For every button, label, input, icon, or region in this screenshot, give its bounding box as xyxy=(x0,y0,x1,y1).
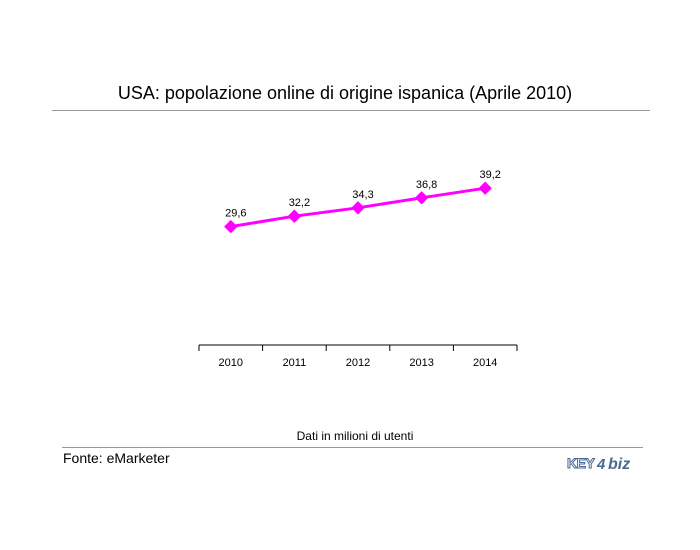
data-label: 39,2 xyxy=(479,169,500,181)
x-tick-label: 2012 xyxy=(346,357,370,369)
data-point-marker xyxy=(351,201,365,215)
svg-text:KEY: KEY xyxy=(567,455,595,471)
svg-text:4: 4 xyxy=(596,456,606,473)
data-point-marker xyxy=(478,181,492,195)
data-point-marker xyxy=(224,219,238,234)
source-label: Fonte: eMarketer xyxy=(63,450,170,466)
x-tick-label: 2013 xyxy=(409,357,433,369)
x-tick-label: 2010 xyxy=(219,357,243,369)
data-point-marker xyxy=(287,209,302,223)
chart-title: USA: popolazione online di origine ispan… xyxy=(117,83,573,103)
key4biz-logo: KEY 4 biz xyxy=(567,455,630,474)
footer-divider xyxy=(62,447,643,448)
data-label: 34,3 xyxy=(352,189,373,201)
x-tick-label: 2011 xyxy=(283,357,307,369)
data-label: 29,6 xyxy=(225,208,246,220)
data-label: 32,2 xyxy=(289,197,310,209)
unit-note: Dati in milioni di utenti xyxy=(296,429,414,443)
x-tick-label: 2014 xyxy=(473,357,497,369)
svg-text:biz: biz xyxy=(608,456,630,473)
data-label: 36,8 xyxy=(416,179,437,191)
title-divider xyxy=(52,110,650,111)
data-point-marker xyxy=(414,191,429,205)
